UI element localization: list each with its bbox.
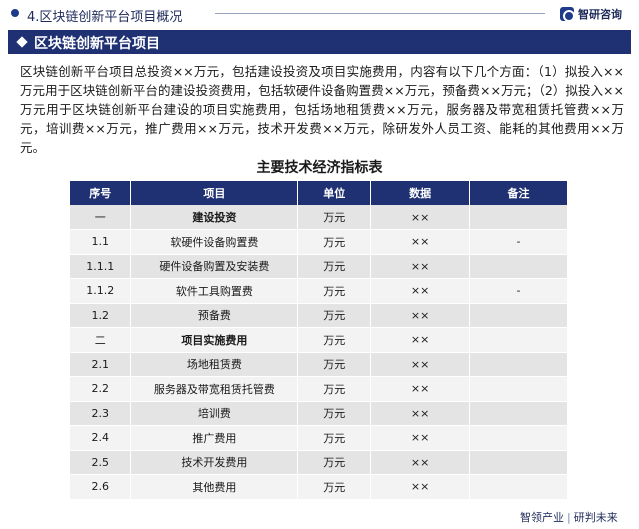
- table-row: 二项目实施费用 万元 ××: [70, 327, 568, 353]
- chapter-title: 4.区块链创新平台项目概况: [27, 10, 183, 25]
- table-row: 1.1.2 软件工具购置费 万元 ×× -: [70, 278, 568, 304]
- cell-unit: 万元: [297, 376, 372, 402]
- cell-value: ××: [370, 450, 471, 475]
- cell-value: ××: [370, 278, 471, 304]
- cell-unit: 万元: [297, 205, 372, 230]
- cell-unit: 万元: [297, 352, 372, 377]
- cell-no: 二: [70, 327, 132, 353]
- footer-left: 智领产业: [520, 511, 564, 524]
- cell-item: 服务器及带宽租赁托管费: [130, 376, 299, 402]
- cell-no: 一: [70, 205, 132, 230]
- cell-item: 推广费用: [130, 425, 299, 451]
- cell-no: 2.1: [70, 352, 132, 377]
- cell-note: [469, 376, 568, 402]
- cell-item: 硬件设备购置及安装费: [130, 254, 299, 279]
- cell-unit: 万元: [297, 303, 372, 328]
- cell-value: ××: [370, 303, 471, 328]
- cell-no: 1.2: [70, 303, 132, 328]
- cell-note: -: [469, 278, 568, 304]
- cell-value: ××: [370, 327, 471, 353]
- section-header: 区块链创新平台项目: [8, 30, 631, 54]
- intro-paragraph: 区块链创新平台项目总投资××万元，包括建设投资及项目实施费用，内容有以下几个方面…: [20, 64, 624, 155]
- cell-value: ××: [370, 254, 471, 279]
- cell-no: 2.3: [70, 401, 132, 426]
- cell-unit: 万元: [297, 327, 372, 353]
- table-row: 2.4 推广费用 万元 ××: [70, 425, 568, 451]
- header-note: 备注: [469, 181, 568, 205]
- cell-note: [469, 303, 568, 328]
- cell-no: 1.1: [70, 229, 132, 255]
- indicators-table: 序号 项目 单位 数据 备注 一建设投资 万元 ×× 1.1 软硬件设备购置费 万元 ×× -…: [70, 181, 568, 500]
- cell-no: 2.4: [70, 425, 132, 451]
- cell-no: 2.5: [70, 450, 132, 475]
- cell-value: ××: [370, 425, 471, 451]
- brand-logo: 智研咨询: [560, 6, 622, 22]
- cell-item: 培训费: [130, 401, 299, 426]
- cell-value: ××: [370, 376, 471, 402]
- cell-unit: 万元: [297, 278, 372, 304]
- cell-value: ××: [370, 205, 471, 230]
- cell-note: [469, 401, 568, 426]
- table-row: 1.1.1 硬件设备购置及安装费 万元 ××: [70, 254, 568, 279]
- table-row: 2.6 其他费用 万元 ××: [70, 474, 568, 500]
- cell-no: 1.1.1: [70, 254, 132, 279]
- cell-note: [469, 474, 568, 500]
- cell-note: [469, 425, 568, 451]
- table-row: 2.2 服务器及带宽租赁托管费 万元 ××: [70, 376, 568, 402]
- cell-note: [469, 450, 568, 475]
- table-header-row: 序号 项目 单位 数据 备注: [70, 181, 568, 205]
- table-row: 2.3 培训费 万元 ××: [70, 401, 568, 426]
- cell-item: 技术开发费用: [130, 450, 299, 475]
- brand-name: 智研咨询: [578, 8, 622, 21]
- cell-note: [469, 254, 568, 279]
- table-body: 一建设投资 万元 ×× 1.1 软硬件设备购置费 万元 ×× -1.1.1 硬件设备购置及安装费…: [70, 205, 568, 500]
- bullet-icon: [11, 9, 19, 17]
- cell-note: [469, 205, 568, 230]
- cell-item: 项目实施费用: [130, 327, 299, 353]
- table-row: 2.1 场地租赁费 万元 ××: [70, 352, 568, 377]
- table-row: 一建设投资 万元 ××: [70, 205, 568, 230]
- cell-note: -: [469, 229, 568, 255]
- cell-value: ××: [370, 401, 471, 426]
- cell-note: [469, 352, 568, 377]
- section-title: 区块链创新平台项目: [34, 36, 160, 52]
- cell-item: 场地租赁费: [130, 352, 299, 377]
- cell-unit: 万元: [297, 229, 372, 255]
- table-row: 2.5 技术开发费用 万元 ××: [70, 450, 568, 475]
- header-item: 项目: [130, 181, 299, 205]
- cell-no: 1.1.2: [70, 278, 132, 304]
- table-row: 1.1 软硬件设备购置费 万元 ×× -: [70, 229, 568, 255]
- cell-note: [469, 327, 568, 353]
- cell-value: ××: [370, 229, 471, 255]
- cell-item: 预备费: [130, 303, 299, 328]
- cell-unit: 万元: [297, 401, 372, 426]
- footer-separator: |: [567, 511, 571, 524]
- header-value: 数据: [370, 181, 471, 205]
- header-divider: [215, 13, 545, 14]
- top-bar: 4.区块链创新平台项目概况 智研咨询: [0, 0, 639, 28]
- brand-icon: [560, 7, 575, 22]
- cell-unit: 万元: [297, 450, 372, 475]
- cell-no: 2.6: [70, 474, 132, 500]
- cell-value: ××: [370, 352, 471, 377]
- footer-right: 研判未来: [573, 511, 618, 524]
- cell-no: 2.2: [70, 376, 132, 402]
- header-no: 序号: [70, 181, 132, 205]
- table-row: 1.2 预备费 万元 ××: [70, 303, 568, 328]
- cell-item: 建设投资: [130, 205, 299, 230]
- footer-slogan: 智领产业 | 研判未来: [520, 509, 618, 525]
- diamond-icon: [16, 36, 28, 48]
- cell-item: 软硬件设备购置费: [130, 229, 299, 255]
- cell-value: ××: [370, 474, 471, 500]
- cell-item: 其他费用: [130, 474, 299, 500]
- cell-item: 软件工具购置费: [130, 278, 299, 304]
- cell-unit: 万元: [297, 474, 372, 500]
- table-title: 主要技术经济指标表: [256, 160, 383, 176]
- cell-unit: 万元: [297, 254, 372, 279]
- cell-unit: 万元: [297, 425, 372, 451]
- header-unit: 单位: [297, 181, 372, 205]
